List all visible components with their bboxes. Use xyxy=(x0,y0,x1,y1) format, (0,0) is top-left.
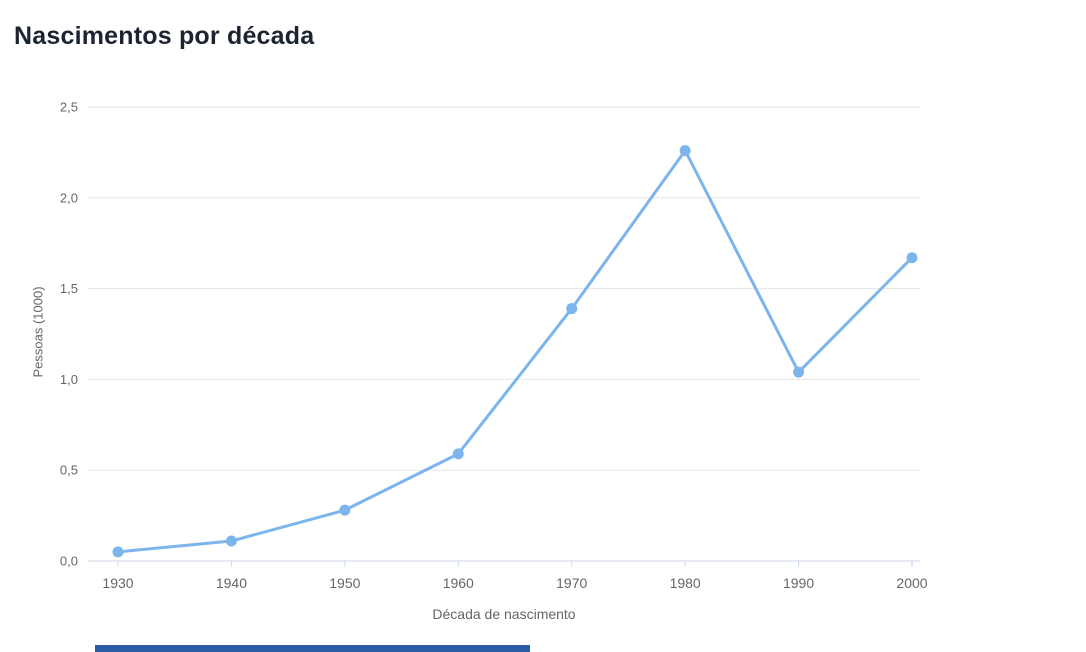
y-tick-label: 2,0 xyxy=(60,190,78,205)
data-point[interactable] xyxy=(112,546,124,558)
data-point[interactable] xyxy=(339,504,351,516)
data-point[interactable] xyxy=(679,145,691,157)
data-point[interactable] xyxy=(225,535,237,547)
y-tick-label: 2,5 xyxy=(60,100,78,115)
data-point[interactable] xyxy=(906,252,918,264)
x-tick-label: 1940 xyxy=(216,575,247,591)
y-tick-label: 1,5 xyxy=(60,281,78,296)
y-tick-label: 1,0 xyxy=(60,372,78,387)
x-tick-label: 1950 xyxy=(329,575,360,591)
x-tick-label: 1990 xyxy=(783,575,814,591)
series-line xyxy=(116,149,914,554)
x-axis-title: Década de nascimento xyxy=(432,606,576,622)
data-point[interactable] xyxy=(793,366,805,378)
x-tick-label: 1970 xyxy=(556,575,587,591)
y-tick-label: 0,0 xyxy=(60,554,78,569)
x-tick-label: 1960 xyxy=(443,575,474,591)
y-tick-label: 0,5 xyxy=(60,463,78,478)
x-tick-label: 1930 xyxy=(102,575,133,591)
x-tick-label: 1980 xyxy=(670,575,701,591)
bottom-blue-bar xyxy=(95,645,530,652)
chart-title: Nascimentos por década xyxy=(14,22,315,50)
data-point[interactable] xyxy=(452,448,464,460)
x-tick-label: 2000 xyxy=(896,575,927,591)
data-point[interactable] xyxy=(566,303,578,315)
